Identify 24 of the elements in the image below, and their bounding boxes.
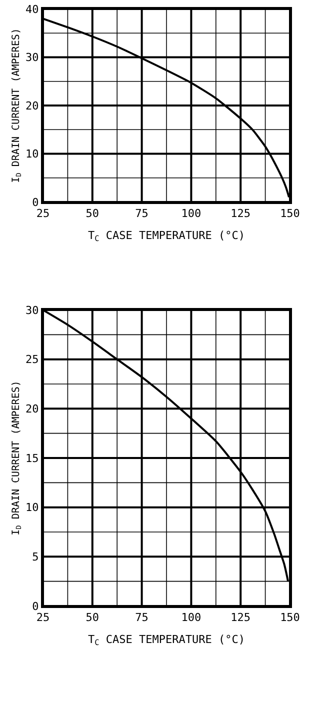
- x-tick-label: 125: [230, 611, 251, 624]
- x-tick-label: 50: [86, 611, 100, 624]
- x-axis-title: T$_{C}$ CASE TEMPERATURE (°C): [88, 228, 245, 244]
- x-tick-label: 150: [280, 207, 300, 220]
- y-tick-label: 10: [26, 148, 39, 161]
- x-tick-label: 100: [181, 207, 202, 220]
- x-tick-label: 50: [86, 207, 100, 220]
- x-axis-title: T$_{C}$ CASE TEMPERATURE (°C): [88, 632, 245, 648]
- y-tick-label: 30: [26, 51, 39, 64]
- x-tick-label: 75: [135, 207, 148, 220]
- y-tick-label: 0: [32, 600, 39, 613]
- y-tick-label: 20: [26, 99, 39, 112]
- x-tick-label: 75: [135, 611, 148, 624]
- y-tick-label: 40: [26, 2, 39, 16]
- y-tick-label: 30: [26, 304, 39, 317]
- x-tick-label: 100: [181, 611, 202, 624]
- y-tick-label: 25: [26, 353, 39, 366]
- y-tick-label: 5: [32, 550, 39, 564]
- y-tick-label: 0: [32, 196, 39, 209]
- y-tick-label: 15: [26, 452, 39, 465]
- x-tick-label: 125: [230, 207, 251, 220]
- y-tick-label: 20: [26, 402, 39, 416]
- y-tick-label: 10: [26, 501, 39, 514]
- x-tick-label: 150: [280, 611, 300, 624]
